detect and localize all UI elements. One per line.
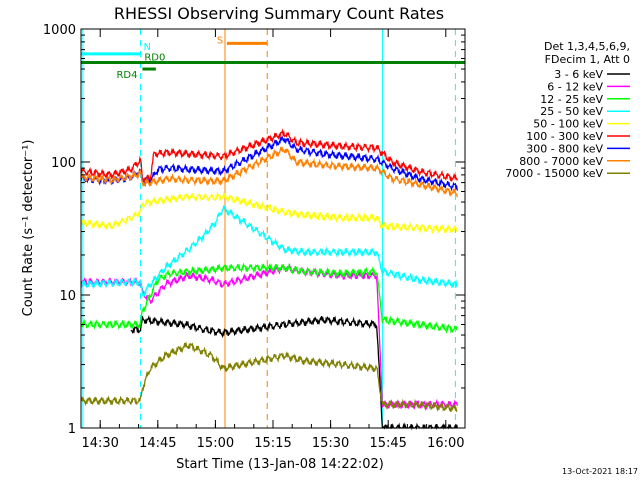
- legend-label-100-300-kev: 100 - 300 keV: [526, 130, 603, 143]
- legend-label-50-100-kev: 50 - 100 keV: [533, 118, 603, 131]
- x-axis-label: Start Time (13-Jan-08 14:22:02): [176, 457, 384, 472]
- series-line-100-300-kev: [80, 128, 458, 183]
- x-tick-label: 15:30: [312, 436, 349, 451]
- x-tick-label: 15:15: [254, 436, 291, 451]
- x-tick-label: 14:30: [81, 436, 118, 451]
- y-tick-label: 10: [59, 289, 76, 304]
- legend-label-300-800-kev: 300 - 800 keV: [526, 142, 603, 155]
- y-tick-label: 1000: [43, 23, 76, 38]
- y-axis-label: Count Rate (s⁻¹ detector⁻¹): [21, 140, 36, 317]
- legend-header-2: FDecim 1, Att 0: [545, 53, 630, 66]
- legend-label-7000-15000-kev: 7000 - 15000 keV: [505, 167, 603, 180]
- annotation-label-rd0: RD0: [144, 52, 165, 63]
- legend-label-800-7000-kev: 800 - 7000 keV: [519, 155, 603, 168]
- series-line-7000-15000-kev: [80, 341, 458, 413]
- y-ticks: 1 10 100 1000: [43, 23, 465, 437]
- series-line-800-7000-kev: [80, 146, 458, 198]
- x-tick-label: 15:00: [197, 436, 234, 451]
- x-ticks: 14:30 14:45 15:00 15:15 15:30 15:45 16:00: [80, 29, 466, 451]
- annotation-label-s: S: [217, 35, 223, 46]
- legend-label-3-6-kev: 3 - 6 keV: [554, 68, 603, 81]
- timestamp: 13-Oct-2021 18:17: [562, 467, 638, 476]
- y-tick-label: 100: [51, 156, 76, 171]
- series-line-50-100-kev: [80, 191, 458, 235]
- attenuator-annotations: N S RD0 RD4: [81, 35, 465, 81]
- legend-label-25-50-kev: 25 - 50 keV: [540, 105, 603, 118]
- chart-title: RHESSI Observing Summary Count Rates: [114, 4, 444, 23]
- series-lines: [80, 128, 458, 431]
- annotation-label-n: N: [144, 42, 151, 53]
- legend-label-12-25-kev: 12 - 25 keV: [540, 93, 603, 106]
- legend-label-6-12-kev: 6 - 12 keV: [547, 80, 603, 93]
- series-line-25-50-kev: [80, 204, 458, 298]
- y-tick-label: 1: [68, 422, 76, 437]
- x-tick-label: 14:45: [139, 436, 176, 451]
- series-line-12-25-kev: [80, 262, 458, 334]
- annotation-label-rd4: RD4: [116, 70, 137, 81]
- legend-header-1: Det 1,3,4,5,6,9,: [544, 40, 630, 53]
- x-tick-label: 16:00: [427, 436, 464, 451]
- x-tick-label: 15:45: [369, 436, 406, 451]
